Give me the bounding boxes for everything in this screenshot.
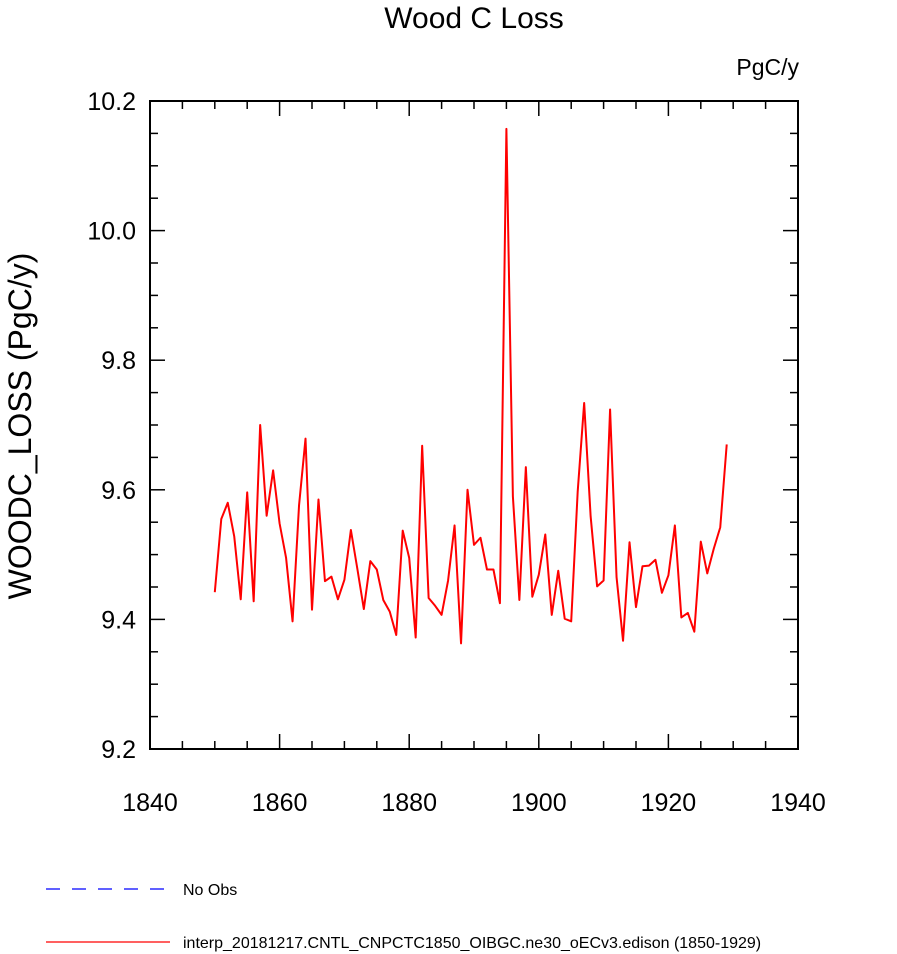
y-tick-label: 9.6 (101, 477, 136, 505)
units-label: PgC/y (736, 54, 799, 80)
y-axis-label: WOODC_LOSS (PgC/y) (2, 253, 38, 600)
x-tick-label: 1940 (770, 789, 826, 817)
y-tick-labels: 9.2 9.4 9.6 9.8 10.0 10.2 (87, 88, 136, 764)
y-tick-label: 9.8 (101, 347, 136, 375)
x-tick-label: 1880 (381, 789, 437, 817)
x-tick-label: 1920 (641, 789, 697, 817)
x-tick-labels: 1840 1860 1880 1900 1920 1940 (122, 789, 826, 817)
series-line-0 (213, 127, 728, 645)
y-tick-label: 10.0 (87, 218, 136, 246)
series-layer (213, 127, 728, 645)
y-tick-label: 10.2 (87, 88, 136, 116)
legend: No Obs interp_20181217.CNTL_CNPCTC1850_O… (46, 882, 761, 952)
legend-label-model: interp_20181217.CNTL_CNPCTC1850_OIBGC.ne… (183, 935, 761, 952)
axis-ticks (149, 100, 799, 750)
legend-label-no-obs: No Obs (183, 882, 237, 899)
chart-title: Wood C Loss (384, 2, 564, 35)
y-tick-label: 9.4 (101, 606, 136, 634)
x-tick-label: 1900 (511, 789, 567, 817)
x-tick-label: 1860 (252, 789, 308, 817)
y-tick-label: 9.2 (101, 736, 136, 764)
plot-frame (149, 100, 799, 750)
x-tick-label: 1840 (122, 789, 178, 817)
